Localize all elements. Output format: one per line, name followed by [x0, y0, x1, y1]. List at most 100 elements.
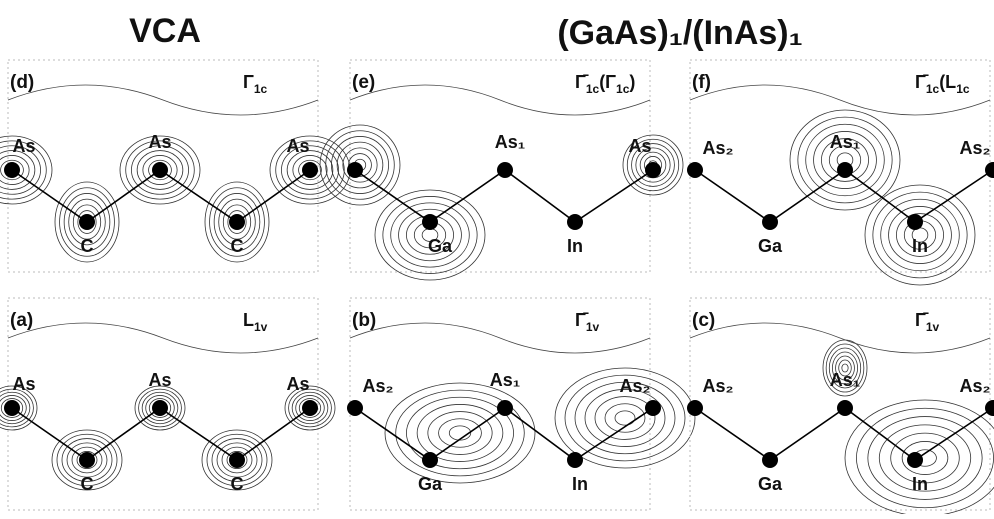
atom-label: C: [81, 474, 94, 494]
state-part: 1c: [956, 82, 970, 96]
panel-label: (d): [10, 72, 34, 93]
atom-label: As: [12, 136, 35, 156]
atom-label: In: [912, 236, 928, 256]
atom-label: As: [628, 136, 651, 156]
contour: [798, 117, 892, 203]
panel: (b)Γ̄1vAs₂As₁As₂GaIn: [347, 298, 695, 510]
atom: [79, 452, 95, 468]
atom-label: As₁: [490, 370, 520, 390]
atom: [302, 400, 318, 416]
atom: [79, 214, 95, 230]
state-label: Γ̄1c(L1c: [915, 72, 970, 96]
state-part: 1c: [586, 82, 600, 96]
atom: [4, 400, 20, 416]
contour: [881, 199, 960, 270]
atom: [229, 214, 245, 230]
atom-label: C: [231, 474, 244, 494]
atom: [422, 214, 438, 230]
panel-label: (a): [10, 310, 33, 331]
state-part: 1c: [254, 82, 268, 96]
atom-label: Ga: [428, 236, 453, 256]
atom: [907, 452, 923, 468]
contour: [615, 411, 635, 425]
atom-label: In: [912, 474, 928, 494]
atom-label: As₂: [959, 376, 990, 396]
contour: [449, 426, 470, 440]
contour: [595, 397, 655, 440]
atom-label: As: [148, 132, 171, 152]
atom-label: As₂: [959, 138, 990, 158]
title-left: VCA: [129, 12, 201, 50]
atom: [4, 162, 20, 178]
panel: (e) Γ̄1c(Γ1c) As₁ As Ga In: [320, 60, 683, 280]
state-label: Γ̄1c(Γ1c): [575, 72, 635, 96]
atom: [985, 162, 994, 178]
title-right: (GaAs)₁/(InAs)₁: [557, 14, 802, 52]
contour: [383, 196, 477, 273]
atom: [907, 214, 923, 230]
atom-label: In: [567, 236, 583, 256]
atom: [422, 452, 438, 468]
atom: [497, 162, 513, 178]
panel-label: (e): [352, 72, 375, 93]
state-part: (Γ: [599, 72, 616, 92]
atom: [837, 400, 853, 416]
contour: [690, 323, 990, 353]
contour: [375, 190, 485, 280]
atom-label: As₂: [702, 376, 733, 396]
atom-label: As: [286, 374, 309, 394]
atom-label: C: [81, 236, 94, 256]
atom: [347, 400, 363, 416]
atom: [687, 400, 703, 416]
atom-label: As: [12, 374, 35, 394]
atom: [567, 452, 583, 468]
atom-label: As: [286, 136, 309, 156]
contour: [428, 412, 492, 455]
atom-label: As₁: [830, 132, 860, 152]
atom-label: As: [148, 370, 171, 390]
state-part: ): [629, 72, 635, 92]
atom-label: In: [572, 474, 588, 494]
atom-label: Ga: [418, 474, 443, 494]
panel-label: (f): [692, 72, 711, 93]
atom: [152, 162, 168, 178]
state-part: (L: [939, 72, 956, 92]
contour: [439, 419, 482, 448]
contour: [865, 185, 975, 285]
figure: VCA (GaAs)₁/(InAs)₁ (d)Γ1cAsAsAsCC(e)Γ̄1…: [0, 0, 994, 514]
panel: (d) Γ1c As As As C C: [0, 60, 350, 272]
atom-label: As₁: [495, 132, 525, 152]
atom-label: As₂: [702, 138, 733, 158]
contour: [385, 383, 535, 483]
atom: [152, 400, 168, 416]
panel-label: (c): [692, 310, 715, 331]
panel: (f) Γ̄1c(L1c As₂ As₁ As₂ Ga In: [687, 60, 994, 285]
atom-label: As₁: [830, 370, 860, 390]
atom-label: As₂: [362, 376, 393, 396]
state-label: L1v: [243, 310, 268, 334]
atom-label: C: [231, 236, 244, 256]
atom: [347, 162, 363, 178]
panel-label: (b): [352, 310, 376, 331]
atom: [645, 400, 661, 416]
atom: [645, 162, 661, 178]
atom: [837, 162, 853, 178]
state-part: 1c: [616, 82, 630, 96]
panel: (a) L1v As As As C C: [0, 298, 335, 510]
contour: [585, 389, 665, 446]
contour: [873, 192, 967, 278]
state-part: 1v: [926, 320, 940, 334]
state-part: 1v: [254, 320, 268, 334]
state-label: Γ1c: [243, 72, 268, 96]
atom-label: As₂: [619, 376, 650, 396]
atom: [985, 400, 994, 416]
state-label: Γ̄1v: [915, 310, 940, 334]
atom: [497, 400, 513, 416]
atom: [229, 452, 245, 468]
state-part: Γ: [243, 72, 254, 92]
atom-label: Ga: [758, 236, 783, 256]
state-part: L: [243, 310, 254, 330]
contour: [790, 110, 900, 210]
atom: [762, 452, 778, 468]
